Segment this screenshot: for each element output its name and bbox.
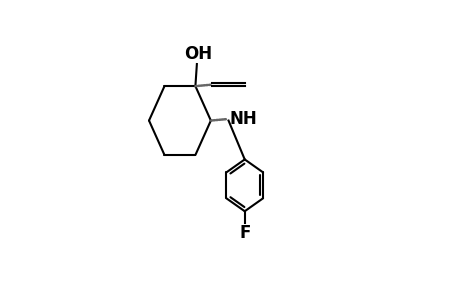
Text: NH: NH: [229, 110, 257, 128]
Text: OH: OH: [184, 45, 212, 63]
Text: F: F: [239, 224, 250, 242]
